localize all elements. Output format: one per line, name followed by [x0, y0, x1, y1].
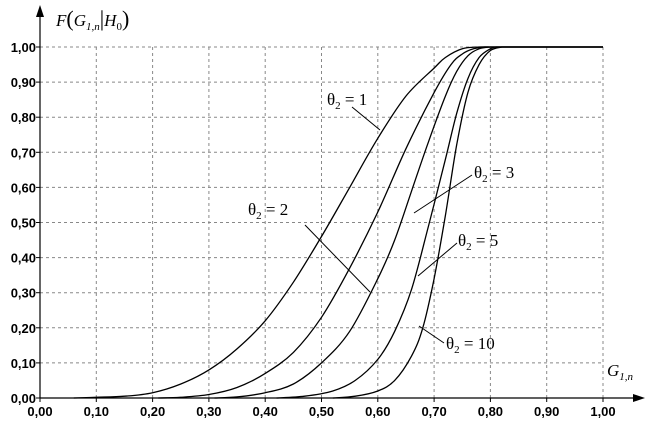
curves [73, 46, 603, 399]
x-tick-label: 0,60 [365, 404, 390, 419]
y-tick-label: 0,90 [11, 75, 36, 90]
curve-label-leader [351, 106, 381, 131]
y-tick-label: 0,10 [11, 356, 36, 371]
curve-label: θ2 = 5 [458, 231, 498, 253]
y-tick-label: 0,60 [11, 180, 36, 195]
y-tick-label: 1,00 [11, 40, 36, 55]
x-tick-label: 0,50 [309, 404, 334, 419]
x-tick-label: 0,20 [140, 404, 165, 419]
x-tick-label: 0,30 [196, 404, 221, 419]
curve-label: θ2 = 1 [327, 90, 367, 112]
curve-line [158, 46, 603, 399]
y-axis-title: F(G1,n|H0) [55, 6, 129, 33]
y-tick-label: 0,70 [11, 145, 36, 160]
x-tick-label: 0,80 [478, 404, 503, 419]
x-tick-label: 0,40 [253, 404, 278, 419]
curve-label-leader [417, 242, 458, 277]
x-tick-label: 0,00 [27, 404, 52, 419]
y-tick-label: 0,20 [11, 321, 36, 336]
y-tick-label: 0,40 [11, 251, 36, 266]
x-tick-label: 0,70 [421, 404, 446, 419]
curve-labels: θ2 = 1 θ2 = 2 θ2 = 3 θ2 = 5 θ2 = 10 [248, 90, 514, 356]
curve-label: θ2 = 10 [446, 334, 495, 356]
x-axis-arrow [633, 394, 645, 402]
grid [40, 46, 604, 398]
x-tick-label: 0,90 [534, 404, 559, 419]
curve-line [332, 46, 603, 399]
curve-label: θ2 = 2 [248, 200, 288, 222]
curve-label-leader [413, 174, 473, 214]
y-tick-label: 0,00 [11, 391, 36, 406]
tick-labels: 0,00 0,10 0,20 0,30 0,40 0,50 0,60 0,70 0,80 0,90… [11, 40, 616, 419]
y-tick-label: 0,30 [11, 286, 36, 301]
y-tick-label: 0,80 [11, 110, 36, 125]
x-tick-label: 1,00 [590, 404, 615, 419]
curve-label-leader [304, 224, 371, 293]
x-tick-label: 0,10 [84, 404, 109, 419]
y-tick-label: 0,50 [11, 216, 36, 231]
curve-line [276, 46, 603, 399]
curve-label: θ2 = 3 [474, 163, 514, 185]
y-axis-arrow [36, 5, 44, 17]
curve-line [214, 46, 603, 399]
curve-label-leader [418, 325, 445, 344]
x-axis-title: G1,n [607, 361, 634, 383]
curve-line [73, 46, 603, 399]
